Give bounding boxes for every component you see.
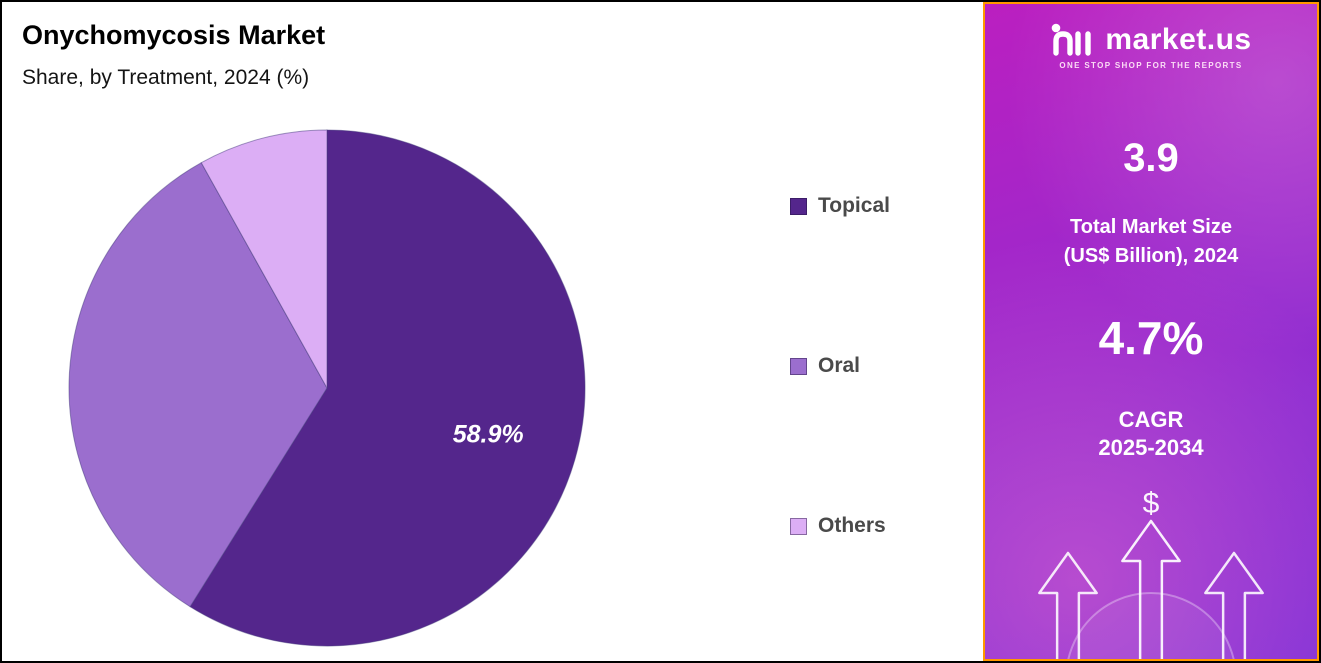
marketus-logo-icon [1052, 23, 1092, 56]
up-arrow-right [1204, 551, 1264, 659]
cagr-label: CAGR [1118, 407, 1184, 432]
pie-legend: Topical Oral Others [790, 194, 890, 538]
panel-content: market.us ONE STOP SHOP FOR THE REPORTS … [985, 4, 1317, 659]
logo-tagline: ONE STOP SHOP FOR THE REPORTS [1059, 61, 1243, 70]
pie-slice-topical [189, 129, 586, 647]
cagr-value: 4.7% [1098, 312, 1204, 364]
marketus-logo: market.us [1050, 22, 1251, 58]
cup-circle [1067, 592, 1235, 659]
up-arrow-middle [1121, 519, 1181, 659]
legend-label-others: Others [818, 514, 886, 537]
legend-swatch-topical [790, 197, 807, 215]
pie-chart: 58.9% [68, 129, 586, 647]
pie-data-label-topical: 58.9% [453, 420, 524, 448]
legend-item-oral: Oral [790, 354, 890, 378]
market-size-label: Total Market Size (US$ Billion), 2024 [1064, 213, 1239, 271]
chart-title: Onychomycosis Market [22, 20, 326, 50]
legend-swatch-others [790, 517, 807, 535]
marketus-logo-text: market.us [1105, 23, 1252, 56]
market-size-value: 3.9 [1123, 136, 1179, 180]
up-arrow-left [1038, 551, 1098, 659]
market-size-label-line1: Total Market Size [1070, 216, 1232, 238]
pie-slice-others [200, 129, 328, 390]
dollar-symbol: $ [1142, 487, 1160, 520]
market-size-label-line2: (US$ Billion), 2024 [1063, 245, 1239, 267]
chart-area: Onychomycosis Market Share, by Treatment… [2, 2, 987, 661]
legend-swatch-oral [790, 357, 807, 375]
legend-label-oral: Oral [818, 354, 861, 377]
brand-side-panel: market.us ONE STOP SHOP FOR THE REPORTS … [983, 2, 1319, 661]
growth-arrows [1038, 519, 1264, 659]
legend-label-topical: Topical [818, 194, 890, 217]
legend-item-topical: Topical [790, 194, 890, 218]
cagr-period: 2025-2034 [1098, 435, 1204, 460]
chart-subtitle: Share, by Treatment, 2024 (%) [22, 66, 310, 89]
legend-item-others: Others [790, 514, 890, 538]
pie-slice-oral [68, 162, 328, 608]
